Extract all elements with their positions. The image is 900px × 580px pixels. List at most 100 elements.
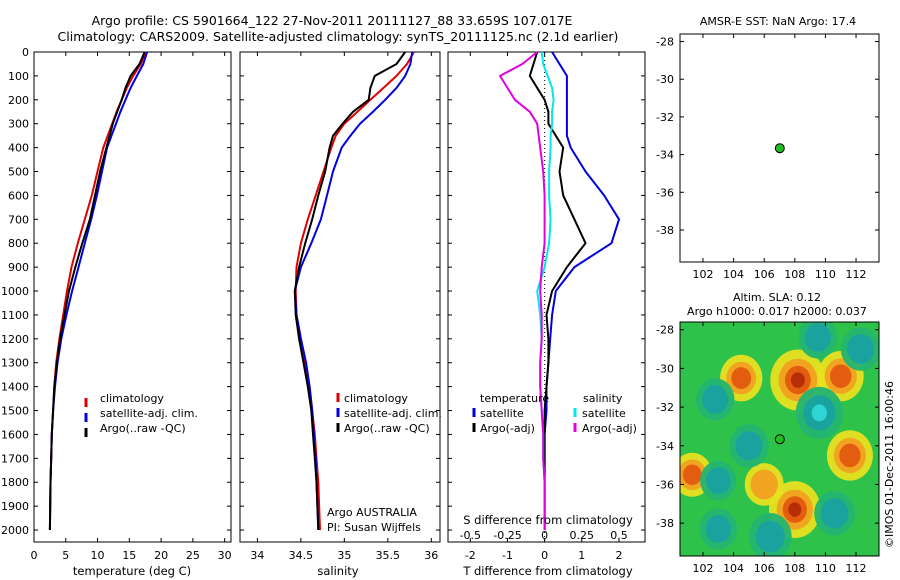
salinity-legend: climatology satellite-adj. clim. Argo(..… <box>336 392 442 435</box>
sla-anomaly-cell <box>811 404 827 422</box>
x-tick-label-salinity: 0.5 <box>610 529 628 542</box>
temperature-plot-frame <box>33 51 232 543</box>
sla-anomaly-cell <box>790 372 805 388</box>
sla-anomaly-cell <box>731 367 752 389</box>
y-tick-label: 1900 <box>1 500 29 513</box>
sla-map-axes: 102 104 106 108 110 112 -28 -30 -32 -34 -36 -38 <box>656 322 879 575</box>
sla-anomaly-cell <box>705 467 731 495</box>
x-tick-label: 15 <box>122 549 136 562</box>
x-tick-label-salinity: 0 <box>541 529 548 542</box>
profile-line-argo-raw-qc- <box>48 51 146 531</box>
difference-panel: -2 -1 0 1 2 -0.5 -0.25 0 0.25 0.5 S difference fr… <box>447 51 646 578</box>
x-tick-label: 36 <box>424 549 438 562</box>
sla-anomaly-cell <box>755 520 785 553</box>
x-tick-label: 1 <box>578 549 585 562</box>
sla-map-title: Altim. SLA: 0.12 <box>733 291 821 304</box>
legend-argo: Argo(..raw -QC) <box>100 422 186 435</box>
difference-profiles <box>499 51 620 530</box>
x-tick-label: 34 <box>250 549 264 562</box>
x-tick-label: 102 <box>692 562 713 575</box>
y-tick-label: -34 <box>656 149 674 162</box>
sla-anomaly-cell <box>735 431 763 461</box>
x-tick-label: 35 <box>337 549 351 562</box>
y-tick-label: 1500 <box>1 405 29 418</box>
sla-anomaly-cell <box>804 323 831 352</box>
sla-heatmap-cells <box>680 322 879 556</box>
y-tick-label: -32 <box>656 401 674 414</box>
y-tick-label: 2000 <box>1 524 29 537</box>
x-tick-label-salinity: -0.5 <box>460 529 481 542</box>
x-tick-label: 35.5 <box>376 549 401 562</box>
temperature-profiles <box>48 51 149 531</box>
profile-line-argo-raw-qc- <box>293 51 407 531</box>
legend-s-argo: Argo(-adj) <box>582 422 637 435</box>
sla-map-points <box>774 434 785 445</box>
sst-map-axes: 102 104 106 108 110 112 -28 -30 -32 -34 -36 -38 <box>656 34 879 281</box>
y-tick-label: 0 <box>22 46 29 59</box>
x-tick-label: 112 <box>846 562 867 575</box>
y-tick-label: 1200 <box>1 333 29 346</box>
sla-anomaly-cell <box>750 469 778 500</box>
sla-anomaly-cell <box>702 385 729 414</box>
x-tick-label: 110 <box>815 562 836 575</box>
y-tick-label: 800 <box>8 237 29 250</box>
sla-anomaly-cell <box>847 334 875 364</box>
salinity-panel: 34 34.5 35 35.5 36 salinity climatology sate… <box>239 51 442 578</box>
sst-map-title: AMSR-E SST: NaN Argo: 17.4 <box>700 15 856 28</box>
legend-climatology: climatology <box>344 392 408 405</box>
sst-map-panel: AMSR-E SST: NaN Argo: 17.4 102 104 106 108 1… <box>656 15 880 281</box>
y-tick-label: -30 <box>656 362 674 375</box>
argo-location-marker <box>774 143 785 154</box>
y-tick-label: 1400 <box>1 381 29 394</box>
x-tick-label: 10 <box>91 549 105 562</box>
y-tick-label: 900 <box>8 261 29 274</box>
t-difference-label: T difference from climatology <box>462 564 633 578</box>
sla-map-panel: Altim. SLA: 0.12 Argo h1000: 0.017 h2000… <box>656 291 880 575</box>
y-tick-label: 700 <box>8 213 29 226</box>
legend-satellite: satellite-adj. clim. <box>100 407 198 420</box>
y-tick-label: 1100 <box>1 309 29 322</box>
s-difference-label: S difference from climatology <box>463 513 633 527</box>
y-tick-label: 100 <box>8 70 29 83</box>
legend-t-argo: Argo(-adj) <box>480 422 535 435</box>
y-tick-label: 300 <box>8 118 29 131</box>
y-tick-label: 1700 <box>1 452 29 465</box>
profile-line-t-satellite <box>543 51 620 530</box>
y-tick-label: -34 <box>656 440 674 453</box>
y-tick-label: 1800 <box>1 476 29 489</box>
sla-anomaly-cell <box>830 364 852 388</box>
x-tick-label: 108 <box>784 268 805 281</box>
sla-map-subtitle: Argo h1000: 0.017 h2000: 0.037 <box>687 305 867 318</box>
temperature-panel: 0100200300400500600700800900100011001200… <box>1 46 232 578</box>
y-tick-label: 500 <box>8 166 29 179</box>
x-tick-label-salinity: -0.25 <box>493 529 521 542</box>
x-tick-label: -2 <box>465 549 476 562</box>
sla-anomaly-cell <box>820 498 849 529</box>
x-tick-label: 108 <box>784 562 805 575</box>
y-tick-label: -28 <box>656 324 674 337</box>
temperature-legend: climatology satellite-adj. clim. Argo(..… <box>84 392 198 437</box>
legend-climatology: climatology <box>100 392 164 405</box>
sla-anomaly-cell <box>788 502 802 517</box>
argo-pi-label: PI: Susan Wijffels <box>327 521 421 534</box>
x-tick-label: 104 <box>723 268 744 281</box>
x-tick-label: 110 <box>815 268 836 281</box>
legend-satellite: satellite-adj. clim. <box>344 407 442 420</box>
temperature-xlabel: temperature (deg C) <box>73 564 191 578</box>
argo-location-marker <box>774 434 785 445</box>
legend-s-satellite: satellite <box>582 407 626 420</box>
y-tick-label: -36 <box>656 478 674 491</box>
x-tick-label: -1 <box>502 549 513 562</box>
legend-salinity-title: salinity <box>583 392 623 405</box>
sla-anomaly-cell <box>682 464 702 486</box>
x-tick-label-salinity: 0.25 <box>570 529 595 542</box>
x-tick-label: 34.5 <box>289 549 314 562</box>
sla-anomaly-cell <box>839 443 861 468</box>
x-tick-label: 5 <box>62 549 69 562</box>
salinity-plot-frame <box>239 51 441 543</box>
salinity-axes: 34 34.5 35 35.5 36 <box>240 51 440 562</box>
salinity-profiles <box>293 51 415 531</box>
x-tick-label: 104 <box>723 562 744 575</box>
x-tick-label: 102 <box>692 268 713 281</box>
